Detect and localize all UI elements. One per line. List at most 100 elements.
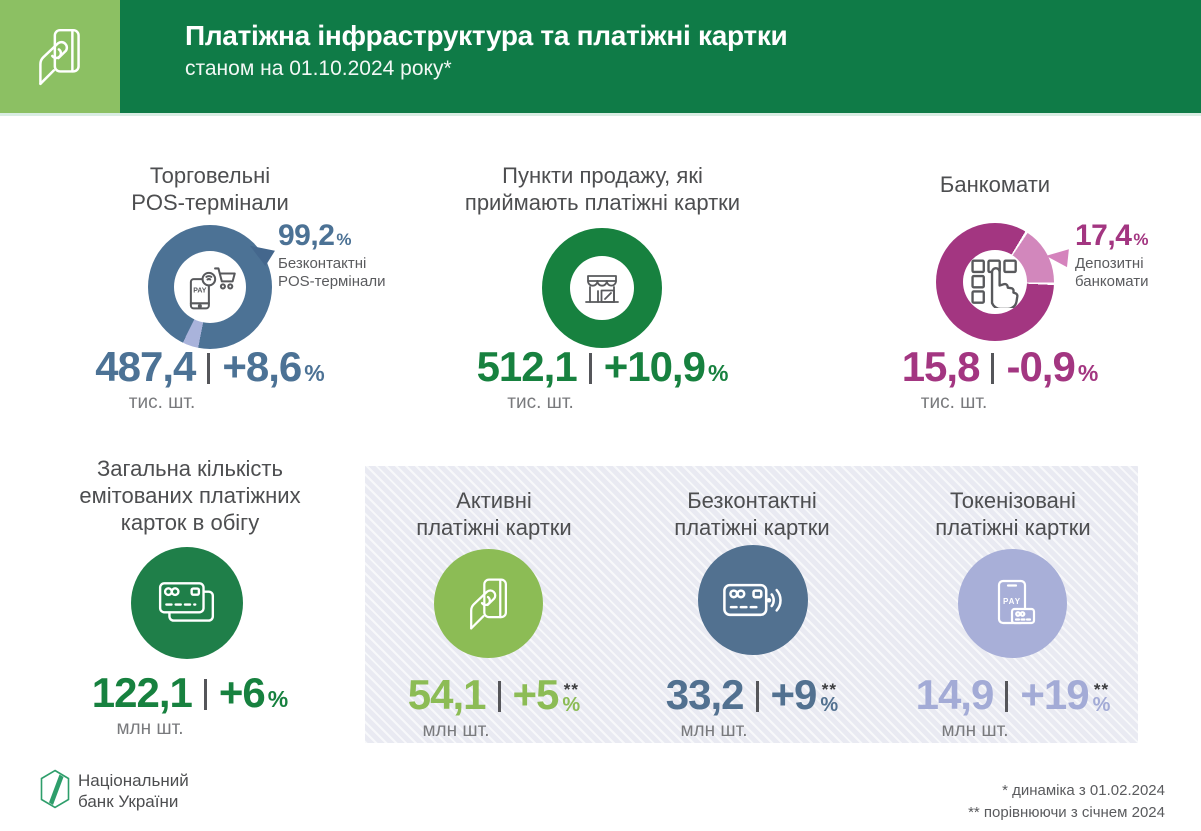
title-line: карток в обігу	[120, 510, 260, 535]
title-line: приймають платіжні картки	[464, 190, 741, 215]
value-divider	[1005, 681, 1009, 712]
stacked-cards-icon	[158, 582, 215, 622]
title-line: Безконтактні	[687, 488, 817, 513]
percent-sign: %	[707, 360, 729, 386]
atms-title: Банкомати	[845, 171, 1145, 198]
active-cards-circle	[434, 549, 543, 658]
atm-deposit-callout: 17,4 % Депозитні банкомати	[1075, 221, 1149, 291]
percent-with-note: ** %	[562, 680, 581, 716]
storefront-icon	[585, 275, 619, 303]
metric-unit: тис. шт.	[128, 392, 196, 413]
atms-value: 15,8 -0,9 % тис. шт.	[845, 343, 1155, 414]
footnote-1: * динаміка з 01.02.2024	[1002, 782, 1165, 799]
pos-terminals-donut-chart: PAY	[148, 225, 272, 349]
sale-points-value: 512,1 +10,9 % тис. шт.	[425, 343, 780, 414]
title-line: Загальна кількість	[97, 456, 283, 481]
metric-change: +6	[218, 669, 266, 716]
metric-value: 487,4	[95, 343, 196, 390]
footnote-marker: **	[821, 680, 837, 699]
donut-hole: PAY	[174, 251, 246, 323]
phone-pay-with-card-icon: PAY	[997, 579, 1035, 624]
sale-points-title: Пункти продажу, які приймають платіжні к…	[425, 162, 780, 216]
metric-unit: млн шт.	[422, 720, 490, 741]
metric-value: 15,8	[901, 343, 981, 390]
callout-percent-sign: %	[336, 230, 352, 249]
pos-terminals-value: 487,4 +8,6 % тис. шт.	[55, 343, 365, 414]
percent-sign: %	[820, 694, 839, 716]
percent-sign: %	[304, 360, 325, 386]
callout-value: 17,4	[1075, 219, 1132, 252]
pos-contactless-callout: 99,2 % Безконтактні POS-термінали	[278, 221, 385, 291]
tokenized-cards-circle: PAY	[958, 549, 1067, 658]
metric-change: +8,6	[222, 343, 302, 390]
header-logo-box	[0, 0, 120, 113]
value-divider	[588, 353, 592, 384]
percent-with-note: ** %	[820, 680, 839, 716]
percent-sign: %	[267, 686, 289, 712]
value-divider	[497, 681, 501, 712]
callout-label: Безконтактні POS-термінали	[278, 255, 386, 290]
metric-change: +19	[1020, 671, 1089, 718]
metric-unit: тис. шт.	[507, 392, 574, 413]
metric-value: 33,2	[665, 671, 745, 718]
metric-unit: млн шт.	[680, 720, 748, 741]
header-banner: Платіжна інфраструктура та платіжні карт…	[0, 0, 1201, 113]
footnote-marker: **	[1093, 680, 1110, 699]
value-divider	[991, 353, 995, 384]
nbu-wordmark: Національний банк України	[78, 771, 189, 811]
pos-terminals-title: Торговельні POS-термінали	[55, 162, 365, 216]
sale-points-donut-chart	[542, 228, 662, 348]
atms-donut-chart	[936, 223, 1054, 341]
title-line: платіжні картки	[674, 515, 830, 540]
title-line: Торговельні	[149, 163, 271, 188]
callout-label: Депозитні банкомати	[1075, 255, 1149, 290]
issued-cards-value: 122,1 +6 % млн шт.	[30, 669, 350, 740]
tokenized-cards-title: Токенізовані платіжні картки	[884, 487, 1142, 541]
title-line: емітованих платіжних	[79, 483, 301, 508]
title-line: Активні	[456, 488, 532, 513]
value-divider	[755, 681, 759, 712]
metric-value: 122,1	[91, 669, 193, 716]
issued-cards-title: Загальна кількість емітованих платіжних …	[30, 455, 350, 536]
metric-value: 512,1	[476, 343, 578, 390]
title-line: платіжні картки	[416, 515, 572, 540]
pay-text: PAY	[1002, 597, 1020, 606]
metric-change: +10,9	[603, 343, 706, 390]
title-line: платіжні картки	[935, 515, 1091, 540]
title-line: POS-термінали	[131, 190, 289, 215]
title-line: Пункти продажу, які	[502, 163, 703, 188]
hand-holding-card-icon	[469, 578, 507, 629]
title-line: Токенізовані	[950, 488, 1076, 513]
value-divider	[203, 679, 207, 710]
footnote-marker: **	[563, 680, 579, 699]
metric-change: +5	[512, 671, 560, 718]
hand-holding-card-icon	[39, 28, 80, 85]
percent-with-note: ** %	[1092, 680, 1111, 716]
metric-unit: млн шт.	[116, 718, 184, 739]
callout-arrow-icon	[1045, 246, 1069, 268]
donut-hole	[570, 256, 634, 320]
metric-value: 54,1	[407, 671, 487, 718]
contactless-cards-value: 33,2 +9 ** % млн шт.	[623, 671, 881, 742]
page-subtitle: станом на 01.10.2024 року*	[185, 57, 452, 80]
percent-sign: %	[1092, 694, 1111, 716]
atm-keypad-hand-icon	[971, 259, 1019, 308]
metric-value: 14,9	[915, 671, 995, 718]
tokenized-cards-value: 14,9 +19 ** % млн шт.	[884, 671, 1142, 742]
header-underline	[0, 113, 1201, 116]
contactless-card-icon	[723, 583, 782, 616]
metric-change: -0,9	[1006, 343, 1075, 390]
callout-percent-sign: %	[1133, 230, 1149, 249]
metric-unit: млн шт.	[941, 720, 1009, 741]
contactless-cards-title: Безконтактні платіжні картки	[623, 487, 881, 541]
percent-sign: %	[1077, 360, 1099, 386]
metric-unit: тис. шт.	[920, 392, 988, 413]
pay-text: PAY	[193, 288, 207, 295]
footnote-2: ** порівнюючи з січнем 2024	[968, 804, 1165, 821]
metric-change: +9	[770, 671, 818, 718]
percent-sign: %	[562, 694, 581, 716]
title-line: Банкомати	[939, 172, 1051, 197]
issued-cards-circle	[131, 547, 243, 659]
donut-hole	[963, 250, 1027, 314]
